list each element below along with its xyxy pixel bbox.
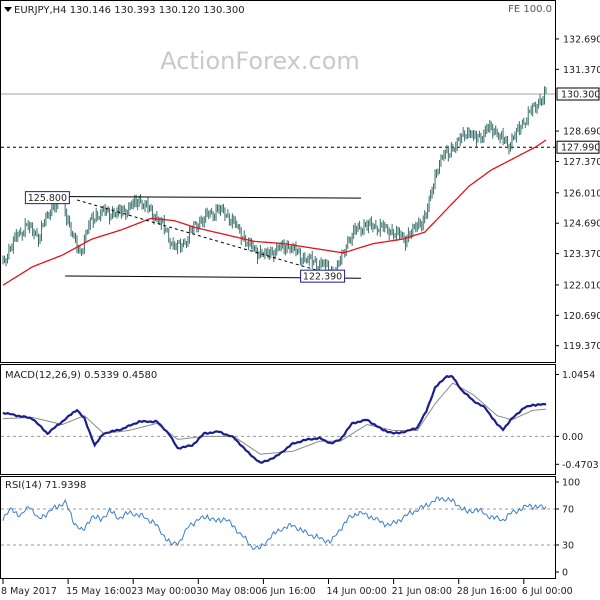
price-y-tick-label: 128.690 bbox=[563, 127, 600, 138]
price-y-tick-label: 119.370 bbox=[563, 341, 600, 352]
x-tick-label: 8 May 2017 bbox=[1, 586, 57, 597]
price-flag-box bbox=[24, 191, 70, 205]
price-panel-frame bbox=[0, 0, 556, 363]
price-y-tick-label: 124.690 bbox=[563, 219, 600, 230]
price-flag: 122.390 bbox=[300, 269, 346, 283]
macd-y-tick-label: 1.0454 bbox=[562, 370, 595, 381]
price-chart: 132.690 131.370 128.690 127.370 126.010 124.6… bbox=[1, 34, 600, 352]
price-y-tick-label: 123.370 bbox=[563, 249, 600, 260]
x-tick-label: 30 May 08:00 bbox=[196, 586, 261, 597]
macd-y-tick-label: -0.4703 bbox=[562, 460, 599, 471]
macd-title: MACD(12,26,9) 0.5339 0.4580 bbox=[5, 370, 157, 381]
x-axis: 8 May 2017 15 May 16:00 23 May 00:00 30 May… bbox=[1, 579, 573, 597]
moving-average-line bbox=[2, 139, 547, 286]
x-tick-label: 6 Jul 00:00 bbox=[522, 586, 573, 597]
last-price-label: 130.300 bbox=[561, 90, 600, 101]
x-tick-label: 6 Jun 16:00 bbox=[261, 586, 315, 597]
macd-y-tick-label: 0.00 bbox=[562, 432, 583, 443]
x-tick-label: 15 May 16:00 bbox=[66, 586, 131, 597]
level-127990-box bbox=[556, 140, 600, 154]
price-y-tick-label: 132.690 bbox=[563, 34, 600, 45]
price-flag-label: 125.800 bbox=[28, 193, 67, 204]
fe-label: FE 100.0 bbox=[508, 4, 552, 15]
price-flag-box bbox=[300, 269, 346, 283]
price-y-tick-label: 122.010 bbox=[563, 280, 600, 291]
level-127990-label: 127.990 bbox=[561, 143, 600, 154]
rsi-y-tick-label: 70 bbox=[562, 505, 574, 516]
trendline bbox=[47, 195, 362, 199]
macd-chart: 1.0454 0.00 -0.4703 bbox=[1, 370, 599, 471]
x-tick-label: 14 Jun 00:00 bbox=[327, 586, 387, 597]
rsi-line bbox=[2, 496, 547, 550]
price-flag: 125.800 bbox=[24, 191, 70, 205]
symbol-ohlc-header: EURJPY,H4 130.146 130.393 130.120 130.30… bbox=[14, 5, 245, 16]
x-tick-label: 28 Jun 16:00 bbox=[457, 586, 517, 597]
rsi-chart: 100 70 30 0 bbox=[1, 478, 580, 579]
macd-panel-frame bbox=[0, 364, 556, 475]
x-tick-label: 21 Jun 08:00 bbox=[392, 586, 452, 597]
x-tick-label: 23 May 00:00 bbox=[131, 586, 196, 597]
dropdown-triangle-icon[interactable] bbox=[4, 7, 12, 12]
watermark: ActionForex.com bbox=[160, 47, 360, 75]
rsi-y-tick-label: 0 bbox=[562, 568, 568, 579]
price-y-tick-label: 131.370 bbox=[563, 65, 600, 76]
last-price-box bbox=[556, 87, 600, 101]
price-y-tick-label: 120.690 bbox=[563, 311, 600, 322]
rsi-title: RSI(14) 71.9398 bbox=[5, 480, 86, 491]
rsi-y-tick-label: 30 bbox=[562, 541, 574, 552]
price-flag-label: 122.390 bbox=[303, 272, 342, 283]
trendline bbox=[76, 199, 329, 275]
macd-line bbox=[2, 374, 547, 464]
price-y-tick-label: 126.010 bbox=[563, 188, 600, 199]
macd-signal-line bbox=[3, 382, 547, 455]
price-y-tick-label: 127.370 bbox=[563, 157, 600, 168]
rsi-panel-frame bbox=[0, 476, 556, 579]
rsi-y-tick-label: 100 bbox=[562, 478, 580, 489]
